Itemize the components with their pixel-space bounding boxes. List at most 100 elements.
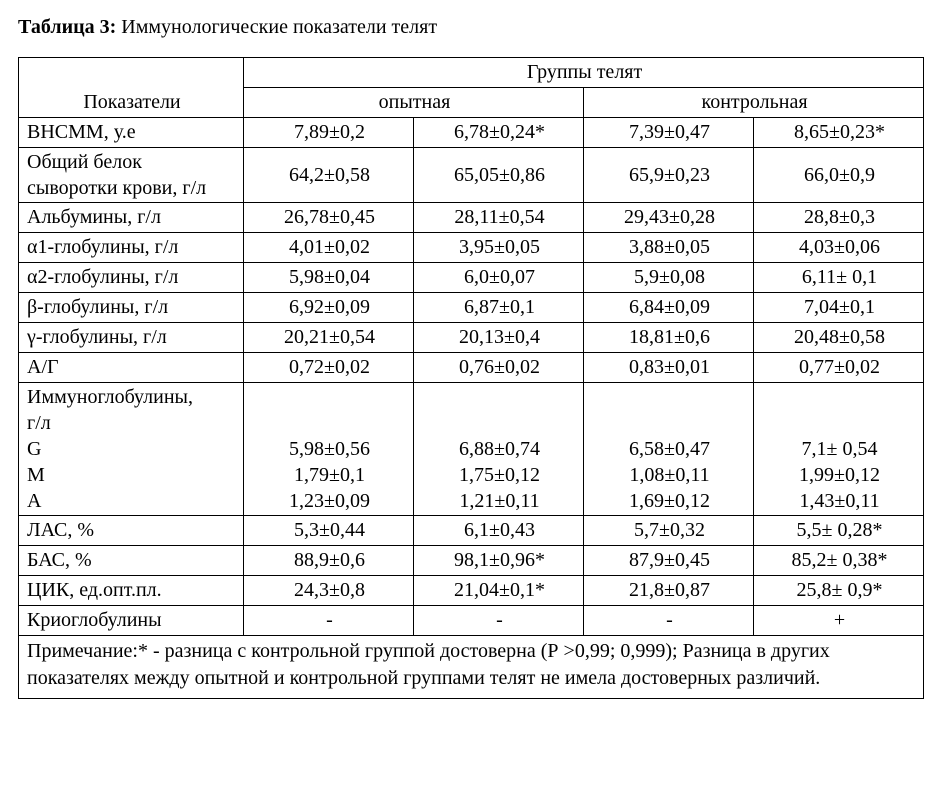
ig-line: 7,1± 0,54 [802,438,878,460]
ig-line: G [27,438,41,460]
ig-line: 1,75±0,12 [459,464,540,486]
cell-value: 26,78±0,45 [244,203,414,233]
cell-value: 4,03±0,06 [754,233,924,263]
cell-value: 66,0±0,9 [754,148,924,203]
ig-line [837,386,842,408]
ig-line: 6,88±0,74 [459,438,540,460]
cell-value: 21,8±0,87 [584,576,754,606]
row-label: Общий белок сыворотки крови, г/л [19,148,244,203]
cell-value: 5,3±0,44 [244,516,414,546]
cell-value: 6,84±0,09 [584,293,754,323]
table-row: Альбумины, г/л26,78±0,4528,11±0,5429,43±… [19,203,924,233]
table-note: Примечание:* - разница с контрольной гру… [19,636,924,699]
ig-line: 1,08±0,11 [629,464,709,486]
row-label: Альбумины, г/л [19,203,244,233]
row-label: ВНСММ, у.е [19,118,244,148]
cell-value: 7,39±0,47 [584,118,754,148]
cell-value: 0,83±0,01 [584,353,754,383]
ig-line [327,386,332,408]
cell-value: 87,9±0,45 [584,546,754,576]
row-label: Криоглобулины [19,606,244,636]
cell-value: 65,05±0,86 [414,148,584,203]
ig-line: M [27,464,45,486]
ig-col2: 6,88±0,74 1,75±0,12 1,21±0,11 [414,383,584,516]
ig-line: 1,23±0,09 [289,490,370,512]
row-label: β-глобулины, г/л [19,293,244,323]
cell-value: 7,04±0,1 [754,293,924,323]
ig-line: А [27,490,41,512]
ig-line: Иммуноглобулины, [27,386,193,408]
row-label: α1-глобулины, г/л [19,233,244,263]
table-row: БАС, %88,9±0,698,1±0,96*87,9±0,4585,2± 0… [19,546,924,576]
cell-value: 6,92±0,09 [244,293,414,323]
cell-value: + [754,606,924,636]
cell-value: 3,95±0,05 [414,233,584,263]
cell-value: 5,98±0,04 [244,263,414,293]
cell-value: 6,87±0,1 [414,293,584,323]
ig-line [327,412,332,434]
table-row: β-глобулины, г/л6,92±0,096,87±0,16,84±0,… [19,293,924,323]
header-control: контрольная [584,88,924,118]
ig-label: Иммуноглобулины,г/л G MА [19,383,244,516]
header-experimental: опытная [244,88,584,118]
ig-line [497,412,502,434]
cell-value: 18,81±0,6 [584,323,754,353]
cell-value: 64,2±0,58 [244,148,414,203]
ig-line: 1,69±0,12 [629,490,710,512]
immunology-table: Показатели Группы телят опытная контроль… [18,57,924,699]
ig-line [497,386,502,408]
title-prefix: Таблица 3: [18,16,116,38]
table-row: α1-глобулины, г/л4,01±0,023,95±0,053,88±… [19,233,924,263]
table-row: А/Г0,72±0,020,76±0,020,83±0,010,77±0,02 [19,353,924,383]
cell-value: 6,11± 0,1 [754,263,924,293]
cell-value: 28,8±0,3 [754,203,924,233]
table-row-ig: Иммуноглобулины,г/л G MА 5,98±0,561,79±0… [19,383,924,516]
cell-value: 6,1±0,43 [414,516,584,546]
cell-value: 0,72±0,02 [244,353,414,383]
table-note-row: Примечание:* - разница с контрольной гру… [19,636,924,699]
ig-line: 1,21±0,11 [459,490,539,512]
cell-value: 4,01±0,02 [244,233,414,263]
cell-value: 7,89±0,2 [244,118,414,148]
ig-line: 1,79±0,1 [294,464,365,486]
cell-value: 20,21±0,54 [244,323,414,353]
header-groups: Группы телят [244,58,924,88]
cell-value: - [584,606,754,636]
cell-value: 5,7±0,32 [584,516,754,546]
title-rest: Иммунологические показатели телят [116,16,437,38]
cell-value: 5,9±0,08 [584,263,754,293]
cell-value: 29,43±0,28 [584,203,754,233]
ig-col3: 6,58±0,47 1,08±0,11 1,69±0,12 [584,383,754,516]
cell-value: 20,48±0,58 [754,323,924,353]
ig-line: 1,99±0,12 [799,464,880,486]
cell-value: 6,0±0,07 [414,263,584,293]
cell-value: 28,11±0,54 [414,203,584,233]
cell-value: 85,2± 0,38* [754,546,924,576]
table-row: ЛАС, %5,3±0,446,1±0,435,7±0,325,5± 0,28* [19,516,924,546]
ig-line [667,386,672,408]
cell-value: - [244,606,414,636]
cell-value: 98,1±0,96* [414,546,584,576]
cell-value: 25,8± 0,9* [754,576,924,606]
row-label: γ-глобулины, г/л [19,323,244,353]
ig-col4: 7,1± 0,54 1,99±0,12 1,43±0,11 [754,383,924,516]
cell-value: 8,65±0,23* [754,118,924,148]
table-row: γ-глобулины, г/л20,21±0,5420,13±0,418,81… [19,323,924,353]
cell-value: 6,78±0,24* [414,118,584,148]
cell-value: - [414,606,584,636]
row-label: А/Г [19,353,244,383]
cell-value: 5,5± 0,28* [754,516,924,546]
cell-value: 0,77±0,02 [754,353,924,383]
cell-value: 0,76±0,02 [414,353,584,383]
table-row: Общий белок сыворотки крови, г/л64,2±0,5… [19,148,924,203]
row-label: БАС, % [19,546,244,576]
table-row: ВНСММ, у.е7,89±0,26,78±0,24*7,39±0,478,6… [19,118,924,148]
cell-value: 20,13±0,4 [414,323,584,353]
ig-line: 1,43±0,11 [799,490,879,512]
cell-value: 3,88±0,05 [584,233,754,263]
cell-value: 65,9±0,23 [584,148,754,203]
table-row: Криоглобулины---+ [19,606,924,636]
ig-col1: 5,98±0,561,79±0,11,23±0,09 [244,383,414,516]
cell-value: 21,04±0,1* [414,576,584,606]
ig-line: 6,58±0,47 [629,438,710,460]
